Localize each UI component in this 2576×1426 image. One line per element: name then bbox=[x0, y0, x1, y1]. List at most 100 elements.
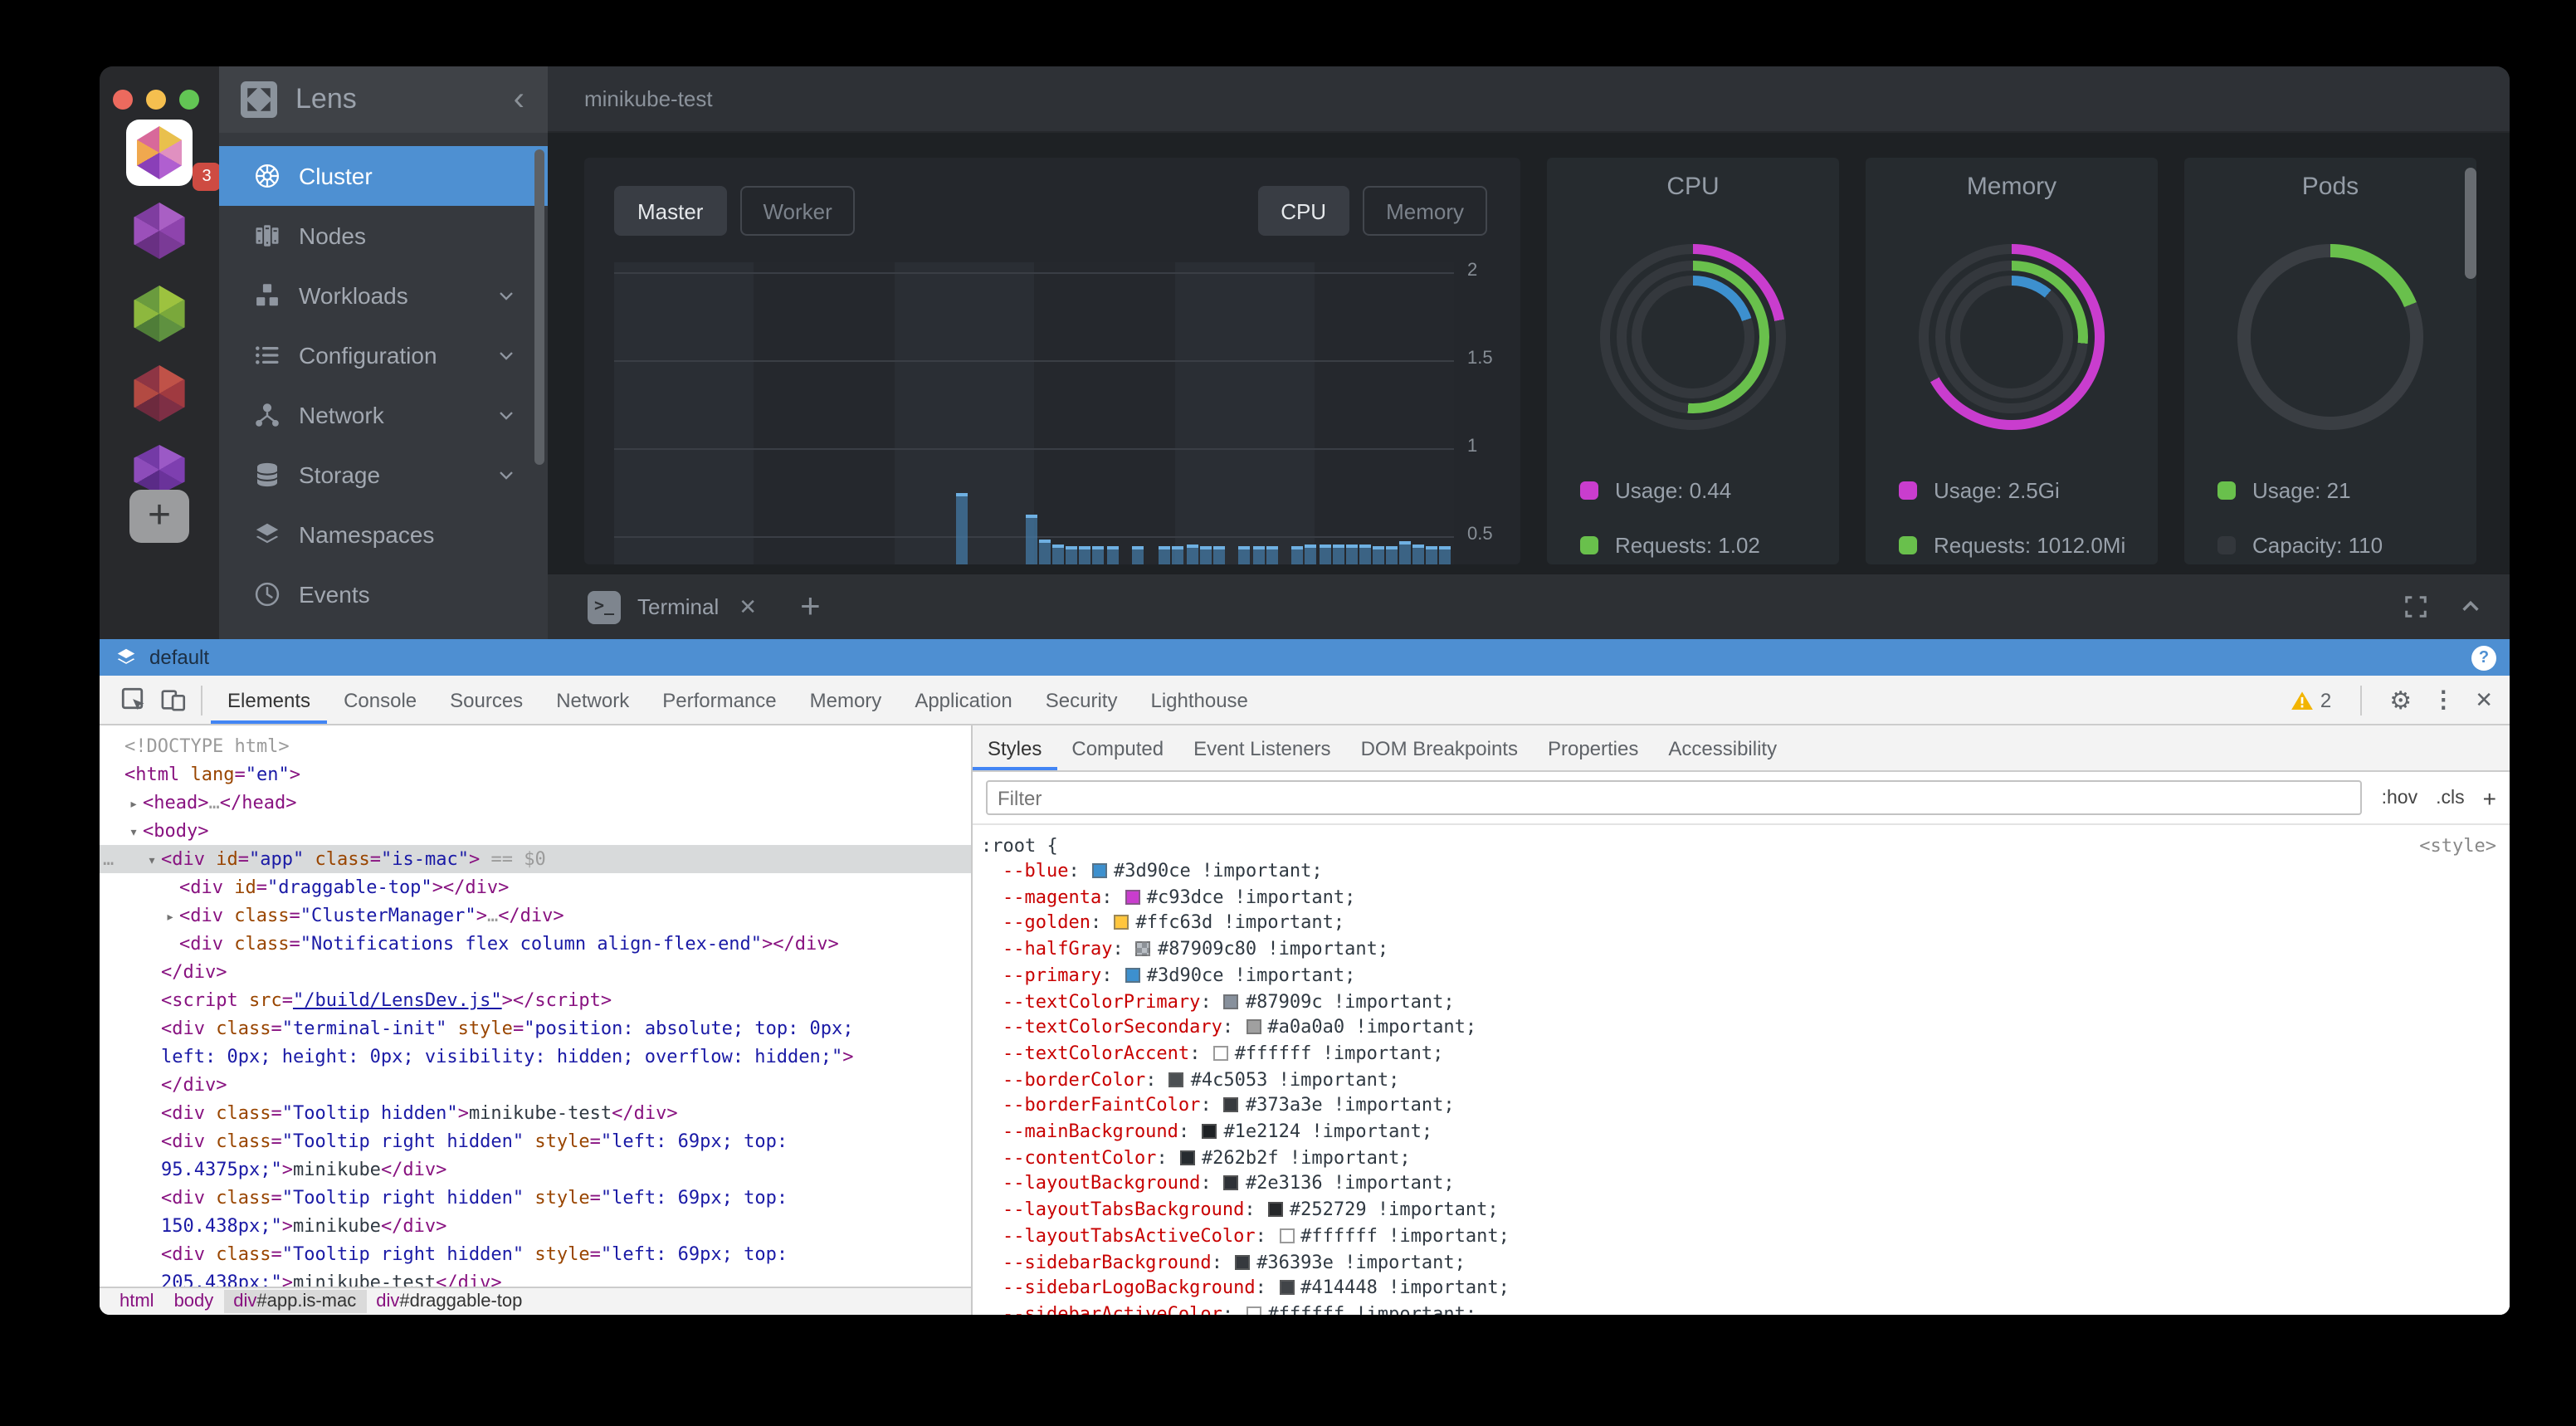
settings-gear-icon[interactable]: ⚙ bbox=[2389, 686, 2413, 715]
add-cluster-button[interactable]: + bbox=[129, 490, 189, 543]
dom-tree-line[interactable]: <div class="Tooltip right hidden" style=… bbox=[100, 1184, 971, 1212]
css-variable-line[interactable]: --golden: #ffc63d !important; bbox=[1003, 911, 1345, 934]
active-cluster-tile[interactable]: 3 bbox=[126, 120, 221, 191]
color-swatch[interactable] bbox=[1125, 889, 1140, 905]
css-variable-line[interactable]: --textColorSecondary: #a0a0a0 !important… bbox=[1003, 1016, 1477, 1038]
css-variable-line[interactable]: --primary: #3d90ce !important; bbox=[1003, 964, 1356, 986]
styles-tab-computed[interactable]: Computed bbox=[1071, 736, 1164, 759]
collapse-sidebar-icon[interactable]: ‹ bbox=[513, 81, 524, 118]
dom-tree-line[interactable]: <script src="/build/LensDev.js"></script… bbox=[100, 986, 971, 1014]
styles-control-cls[interactable]: .cls bbox=[2436, 788, 2465, 808]
warnings-indicator[interactable]: 2 bbox=[2291, 688, 2331, 711]
terminal-tab-close-icon[interactable]: ✕ bbox=[739, 593, 758, 618]
css-variable-line[interactable]: --borderColor: #4c5053 !important; bbox=[1003, 1068, 1400, 1091]
more-options-icon[interactable]: ⋮ bbox=[2432, 686, 2456, 712]
minimize-window-button[interactable] bbox=[146, 90, 166, 110]
breadcrumb-item[interactable]: div#draggable-top bbox=[366, 1290, 532, 1313]
cluster-icon-cluster-red[interactable] bbox=[134, 365, 185, 422]
devtools-tab-performance[interactable]: Performance bbox=[662, 688, 777, 711]
metric-toggle-memory[interactable]: Memory bbox=[1363, 186, 1487, 236]
color-swatch[interactable] bbox=[1235, 1254, 1251, 1270]
sidebar-item-workloads[interactable]: Workloads bbox=[219, 266, 548, 325]
css-variable-line[interactable]: --halfGray: #87909c80 !important; bbox=[1003, 938, 1389, 960]
dom-tree-line[interactable]: <!DOCTYPE html> bbox=[100, 732, 971, 760]
devtools-tab-network[interactable]: Network bbox=[556, 688, 630, 711]
color-swatch[interactable] bbox=[1179, 1150, 1195, 1165]
sidebar-item-events[interactable]: Events bbox=[219, 564, 548, 624]
color-swatch[interactable] bbox=[1135, 941, 1151, 957]
dom-tree-line[interactable]: ▸ <div class="ClusterManager">…</div> bbox=[100, 901, 971, 930]
color-swatch[interactable] bbox=[1279, 1280, 1295, 1296]
styles-control-hov[interactable]: :hov bbox=[2381, 788, 2418, 808]
cluster-icon-cluster-green[interactable] bbox=[134, 286, 185, 342]
close-devtools-icon[interactable]: ✕ bbox=[2475, 686, 2493, 711]
styles-tab-event-listeners[interactable]: Event Listeners bbox=[1193, 736, 1331, 759]
sidebar-item-configuration[interactable]: Configuration bbox=[219, 325, 548, 385]
sidebar-item-cluster[interactable]: Cluster bbox=[219, 146, 548, 206]
devtools-tab-security[interactable]: Security bbox=[1045, 688, 1118, 711]
sidebar-item-network[interactable]: Network bbox=[219, 385, 548, 445]
dom-tree-line[interactable]: left: 0px; height: 0px; visibility: hidd… bbox=[100, 1043, 971, 1071]
dom-tree-line[interactable]: ▾ <body> bbox=[100, 817, 971, 845]
color-swatch[interactable] bbox=[1223, 1097, 1239, 1113]
styles-tab-accessibility[interactable]: Accessibility bbox=[1668, 736, 1778, 759]
close-window-button[interactable] bbox=[113, 90, 133, 110]
help-button[interactable]: ? bbox=[2471, 645, 2496, 670]
css-variable-line[interactable]: --borderFaintColor: #373a3e !important; bbox=[1003, 1094, 1455, 1116]
color-swatch[interactable] bbox=[1125, 967, 1140, 983]
device-toolbar-icon[interactable] bbox=[153, 680, 193, 720]
dom-tree-line[interactable]: … ▾ <div id="app" class="is-mac"> == $0 bbox=[100, 845, 971, 873]
dom-tree-line[interactable]: <div class="Notifications flex column al… bbox=[100, 930, 971, 958]
expand-dock-icon[interactable] bbox=[2403, 594, 2428, 619]
dom-tree-line[interactable]: </div> bbox=[100, 958, 971, 986]
node-toggle-master[interactable]: Master bbox=[614, 186, 727, 236]
css-variable-line[interactable]: --sidebarBackground: #36393e !important; bbox=[1003, 1251, 1466, 1273]
color-swatch[interactable] bbox=[1246, 1306, 1261, 1315]
expand-arrow-icon[interactable]: ▸ bbox=[165, 910, 175, 926]
metric-toggle-cpu[interactable]: CPU bbox=[1257, 186, 1350, 236]
css-variable-line[interactable]: --sidebarActiveColor: #ffffff !important… bbox=[981, 1301, 2496, 1315]
zoom-window-button[interactable] bbox=[179, 90, 199, 110]
sidebar-item-nodes[interactable]: Nodes bbox=[219, 206, 548, 266]
css-variable-line[interactable]: --magenta: #c93dce !important; bbox=[1003, 886, 1356, 908]
devtools-tab-memory[interactable]: Memory bbox=[809, 688, 882, 711]
devtools-tab-console[interactable]: Console bbox=[344, 688, 417, 711]
css-variable-line[interactable]: --mainBackground: #1e2124 !important; bbox=[1003, 1121, 1433, 1143]
dom-tree-line[interactable]: 150.438px;">minikube</div> bbox=[100, 1212, 971, 1240]
color-swatch[interactable] bbox=[1168, 1072, 1184, 1087]
dom-tree-line[interactable]: </div> bbox=[100, 1071, 971, 1099]
css-variable-line[interactable]: --textColorAccent: #ffffff !important; bbox=[1003, 1042, 1444, 1064]
page-scrollbar[interactable] bbox=[2465, 168, 2476, 279]
css-variable-line[interactable]: --sidebarLogoBackground: #414448 !import… bbox=[1003, 1277, 1510, 1299]
styles-tab-properties[interactable]: Properties bbox=[1547, 736, 1639, 759]
styles-tab-styles[interactable]: Styles bbox=[973, 725, 1056, 770]
node-toggle-worker[interactable]: Worker bbox=[739, 186, 856, 236]
color-swatch[interactable] bbox=[1212, 1045, 1228, 1061]
devtools-tab-lighthouse[interactable]: Lighthouse bbox=[1150, 688, 1248, 711]
cluster-icon-cluster-violet[interactable] bbox=[134, 445, 185, 495]
sidebar-scrollbar[interactable] bbox=[534, 149, 544, 465]
dom-tree-line[interactable]: <div class="Tooltip right hidden" style=… bbox=[100, 1127, 971, 1155]
terminal-tab[interactable]: Terminal bbox=[637, 594, 720, 619]
color-swatch[interactable] bbox=[1114, 915, 1129, 930]
color-swatch[interactable] bbox=[1267, 1202, 1283, 1218]
color-swatch[interactable] bbox=[1246, 1019, 1261, 1035]
devtools-tab-application[interactable]: Application bbox=[915, 688, 1012, 711]
devtools-tab-elements[interactable]: Elements bbox=[211, 676, 327, 724]
css-variable-line[interactable]: --layoutBackground: #2e3136 !important; bbox=[1003, 1172, 1455, 1194]
dom-tree-line[interactable]: ▸ <head>…</head> bbox=[100, 789, 971, 817]
dom-tree-line[interactable]: <div class="Tooltip hidden">minikube-tes… bbox=[100, 1099, 971, 1127]
collapse-arrow-icon[interactable]: ▾ bbox=[129, 825, 139, 842]
css-variable-line[interactable]: --blue: #3d90ce !important; bbox=[1003, 860, 1323, 881]
css-variable-line[interactable]: --layoutTabsBackground: #252729 !importa… bbox=[1003, 1199, 1499, 1221]
styles-tab-dom-breakpoints[interactable]: DOM Breakpoints bbox=[1360, 736, 1518, 759]
css-variable-line[interactable]: --contentColor: #262b2f !important; bbox=[1003, 1146, 1411, 1169]
add-tab-button[interactable]: + bbox=[800, 587, 821, 625]
color-swatch[interactable] bbox=[1223, 1175, 1239, 1191]
cluster-icon-cluster-purple[interactable] bbox=[134, 203, 185, 259]
css-variable-line[interactable]: --layoutTabsActiveColor: #ffffff !import… bbox=[1003, 1224, 1510, 1247]
dom-tree-line[interactable]: 205.438px;">minikube-test</div> bbox=[100, 1268, 971, 1287]
color-swatch[interactable] bbox=[1202, 1124, 1217, 1140]
dom-tree-line[interactable]: 95.4375px;">minikube</div> bbox=[100, 1155, 971, 1184]
collapse-arrow-icon[interactable]: ▾ bbox=[147, 853, 157, 870]
